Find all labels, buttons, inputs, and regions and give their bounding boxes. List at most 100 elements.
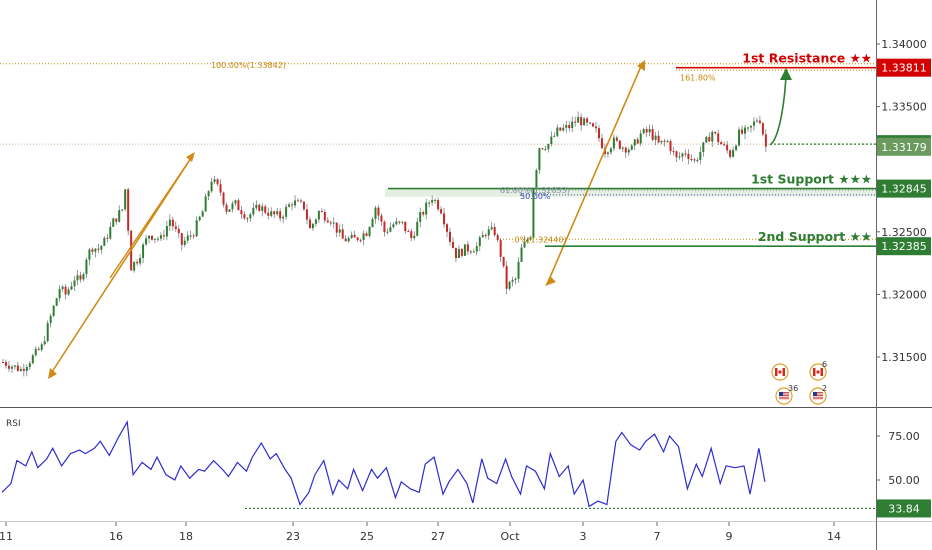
candle-body — [440, 209, 443, 214]
candle-body — [91, 249, 94, 252]
time-tick-label: 9 — [726, 530, 733, 543]
price-badge-label: 1.32385 — [881, 240, 927, 253]
candle-body — [419, 212, 422, 222]
fib-label: 100.00%(1.33842) — [211, 61, 286, 70]
rsi-axis[interactable]: 75.00 50.00 33.84 — [876, 430, 931, 518]
candle-body — [699, 151, 702, 160]
candle-body — [490, 227, 493, 230]
time-tick-label: 14 — [827, 530, 841, 543]
time-tick-label: 18 — [179, 530, 193, 543]
flag-stripe — [813, 396, 823, 398]
candle-body — [118, 210, 121, 222]
candle-body — [109, 226, 112, 239]
candle-body — [764, 134, 767, 147]
candle-body — [639, 133, 642, 144]
candle-body — [94, 248, 97, 252]
time-axis[interactable]: 11 16 18 23 25 27 Oct 3 7 9 14 — [0, 521, 932, 544]
event-flags[interactable]: 6 36 2 — [771, 360, 827, 405]
candle-body — [329, 222, 332, 224]
support-zone — [385, 188, 876, 197]
candle-body — [279, 211, 282, 219]
candle-body — [389, 227, 392, 232]
candle-body — [621, 147, 624, 149]
candle-body — [61, 286, 64, 290]
candle-body — [600, 138, 603, 149]
candle-body — [228, 209, 231, 212]
candle-body — [189, 235, 192, 237]
candle-body — [425, 202, 428, 215]
trend-arrow-1-head — [186, 152, 195, 162]
flag-stripe — [779, 393, 789, 395]
candle-body — [484, 235, 487, 237]
candle-body — [276, 211, 279, 215]
candle-body — [28, 363, 31, 368]
candle-body — [270, 211, 273, 216]
candle-body — [457, 248, 460, 259]
candle-body — [666, 140, 669, 142]
candle-body — [2, 362, 4, 364]
candle-body — [204, 196, 207, 212]
rsi-panel[interactable] — [1, 419, 876, 510]
candle-body — [49, 315, 52, 324]
candle-body — [696, 159, 699, 161]
candle-body — [466, 244, 469, 252]
candle-body — [285, 206, 288, 217]
candle-body — [4, 362, 7, 366]
trend-arrow-2-head — [637, 60, 645, 71]
candle-body — [261, 206, 264, 211]
candle-body — [475, 246, 478, 252]
candle-body — [520, 247, 523, 262]
candle-body — [133, 261, 136, 271]
maple-leaf — [778, 370, 782, 374]
flag-canton — [779, 392, 783, 396]
candle-body — [496, 235, 499, 241]
candle-body — [720, 142, 723, 145]
candle-body — [586, 118, 589, 123]
flag-stripe — [813, 393, 823, 395]
candle-body — [654, 135, 657, 140]
candle-body — [43, 341, 46, 345]
candle-body — [210, 181, 213, 192]
candle-body — [487, 229, 490, 236]
candle-body — [517, 261, 520, 279]
candle-body — [684, 153, 687, 155]
candle-body — [237, 200, 240, 211]
price-badge-label: 1.33811 — [881, 62, 927, 75]
candle-body — [511, 279, 514, 282]
price-panel[interactable]: 1st Resistance ★★ 1st Support ★★★ 2nd Supp… — [0, 51, 876, 379]
usa-flag: 2 — [809, 384, 827, 405]
candle-body — [451, 241, 454, 248]
candle-body — [642, 129, 645, 134]
price-tick-label: 1.32000 — [881, 288, 927, 301]
candle-body — [404, 221, 407, 232]
candle-body — [55, 298, 58, 306]
candle-body — [67, 289, 70, 295]
flag-stripe — [779, 396, 789, 398]
candle-body — [213, 179, 216, 182]
time-tick-label: 23 — [286, 530, 300, 543]
candle-body — [216, 179, 219, 185]
time-tick-label: 11 — [0, 530, 13, 543]
candle-body — [428, 202, 431, 204]
candle-body — [752, 121, 755, 126]
candle-body — [288, 204, 291, 207]
candle-body — [502, 256, 505, 267]
candle-body — [308, 219, 311, 229]
candle-body — [300, 200, 302, 202]
candle-body — [538, 148, 541, 171]
candle-body — [40, 344, 43, 350]
candle-body — [195, 220, 198, 237]
price-badge-label: 1.33179 — [881, 141, 927, 154]
candle-body — [139, 258, 142, 264]
fib-label: 61.80%(1.32833) — [500, 186, 570, 195]
candle-body — [332, 222, 335, 224]
candle-body — [675, 151, 678, 158]
level-label: 1st Resistance ★★ — [742, 51, 872, 66]
candle-body — [386, 231, 389, 233]
candle-body — [70, 286, 73, 290]
candle-body — [85, 259, 88, 275]
candle-body — [726, 144, 729, 151]
candle-body — [687, 153, 690, 160]
flag-stripe — [779, 398, 789, 400]
price-axis[interactable]: 1.34000 1.33500 1.32500 1.32000 1.31500 1.338… — [876, 38, 931, 364]
